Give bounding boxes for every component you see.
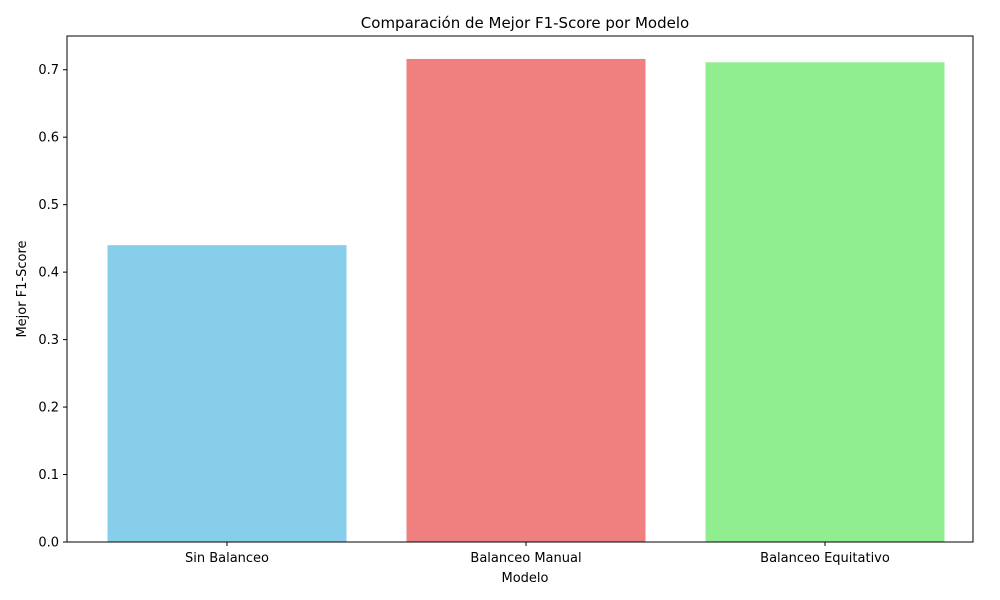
y-tick-label: 0.2	[38, 401, 59, 416]
plot-area: Sin Balanceo Balanceo Manual Balanceo Equi…	[38, 35, 974, 566]
bar-sin-balanceo	[107, 245, 347, 542]
y-tick-label: 0.4	[38, 266, 59, 281]
y-tick-label: 0.7	[38, 63, 59, 78]
bar-balanceo-manual	[406, 58, 646, 543]
x-tick-label: Sin Balanceo	[185, 551, 269, 566]
y-tick-label: 0.3	[38, 333, 59, 348]
x-tick-label: Balanceo Equitativo	[760, 551, 890, 566]
chart-title: Comparación de Mejor F1-Score por Modelo	[361, 14, 689, 32]
x-axis-label: Modelo	[502, 571, 549, 586]
x-tick-label: Balanceo Manual	[470, 551, 581, 566]
y-axis-label: Mejor F1-Score	[15, 240, 30, 337]
y-tick-label: 0.0	[38, 536, 59, 551]
y-tick-label: 0.6	[38, 131, 59, 146]
axes-frame	[66, 35, 974, 543]
y-tick-label: 0.5	[38, 198, 59, 213]
y-tick-label: 0.1	[38, 468, 59, 483]
bar-balanceo-equitativo	[705, 62, 945, 542]
